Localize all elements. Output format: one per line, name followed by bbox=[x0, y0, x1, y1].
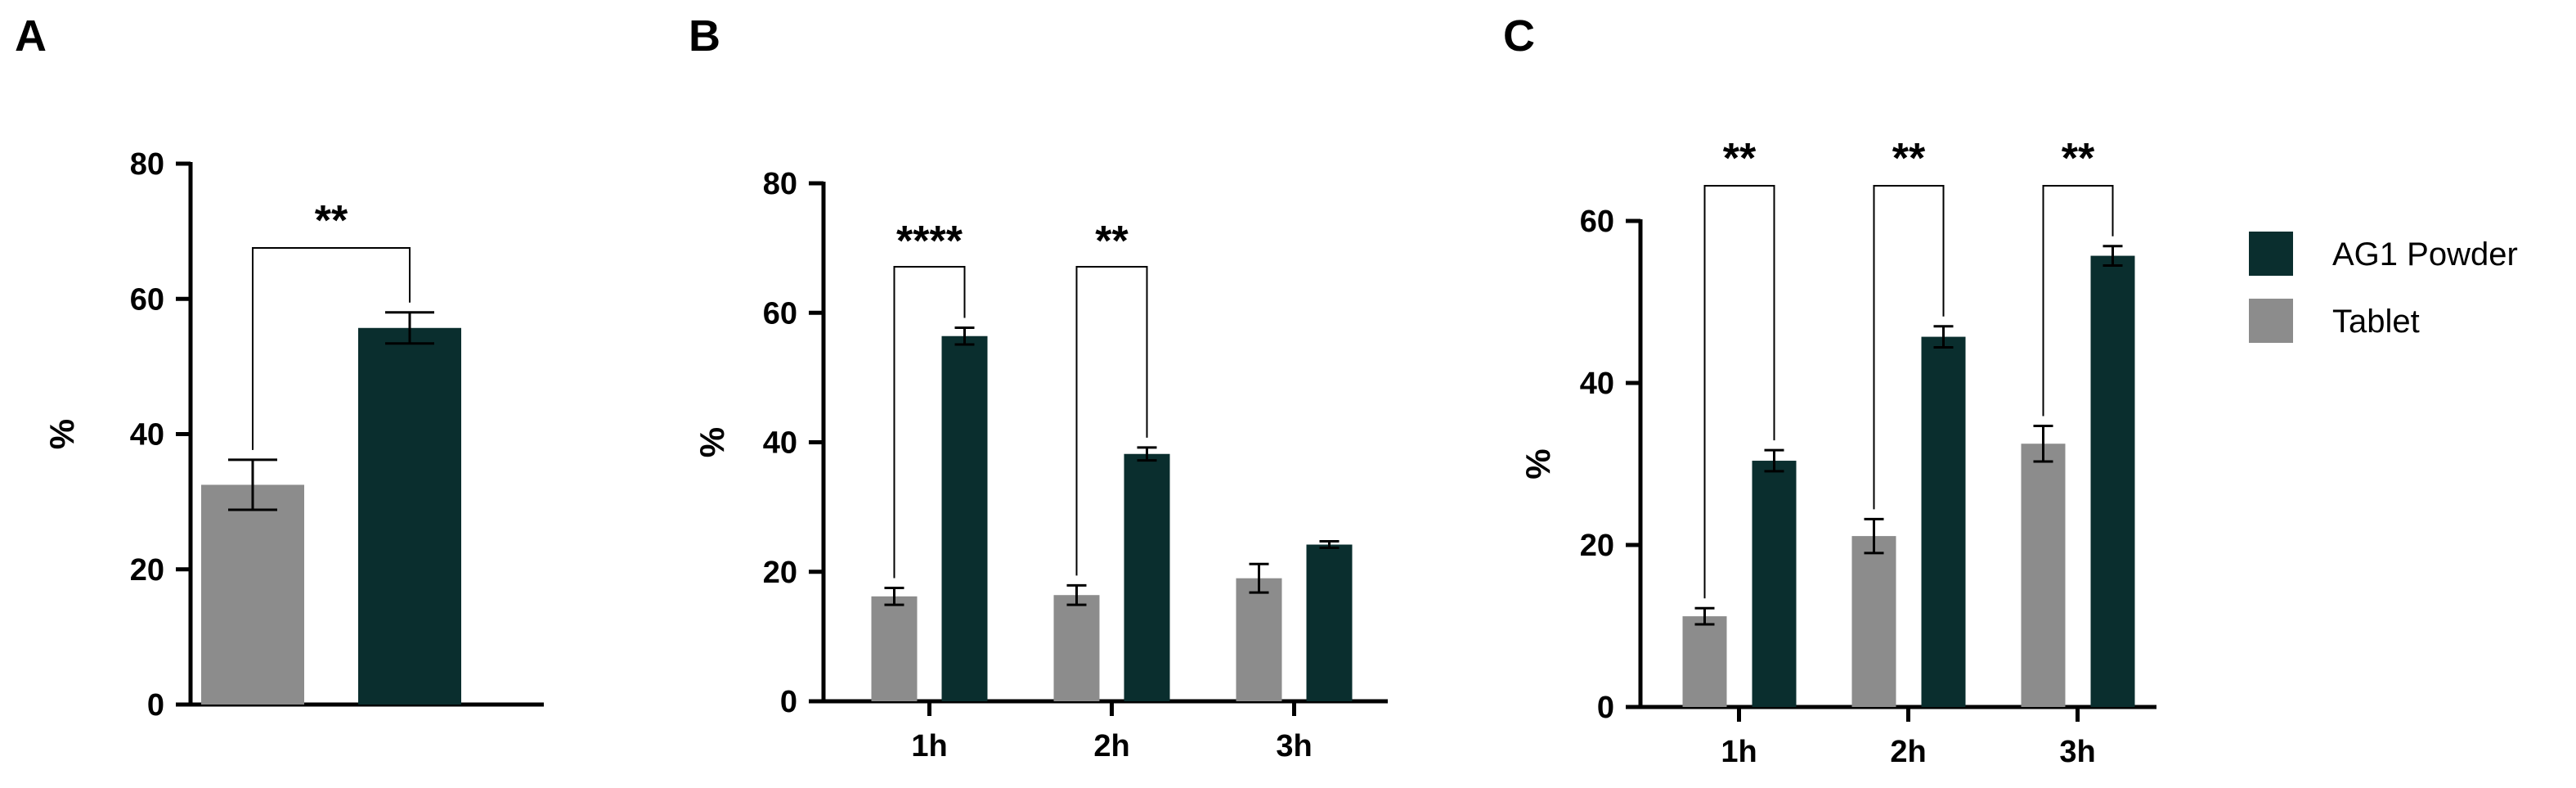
error-bar bbox=[2103, 245, 2123, 267]
legend-item-ag1-powder: AG1 Powder bbox=[2249, 232, 2518, 276]
y-tick-label: 60 bbox=[130, 282, 164, 317]
y-tick-label: 60 bbox=[1580, 205, 1614, 239]
error-bar bbox=[1694, 606, 1715, 626]
error-bar bbox=[884, 587, 904, 606]
legend-label: AG1 Powder bbox=[2332, 236, 2518, 272]
legend-swatch bbox=[2249, 299, 2293, 343]
error-bar bbox=[1864, 517, 1884, 555]
error-bar bbox=[1319, 540, 1340, 549]
y-tick-label: 0 bbox=[780, 685, 797, 719]
bar-tablet bbox=[1682, 616, 1727, 707]
error-bar bbox=[2033, 424, 2053, 463]
y-tick-label: 0 bbox=[1597, 691, 1614, 725]
y-tick-label: 20 bbox=[1580, 529, 1614, 563]
legend-item-tablet: Tablet bbox=[2249, 299, 2420, 343]
panel-letter: C bbox=[1503, 11, 1535, 61]
panel-letter: B bbox=[689, 11, 720, 61]
y-axis-label: % bbox=[43, 419, 81, 449]
significance-bracket bbox=[2042, 185, 2114, 417]
significance-bracket bbox=[1873, 185, 1945, 510]
y-tick-label: 20 bbox=[130, 553, 164, 588]
y-tick-label: 60 bbox=[763, 296, 797, 331]
y-tick-label: 40 bbox=[763, 426, 797, 461]
bar-ag1-powder bbox=[1921, 336, 1966, 707]
error-bar bbox=[385, 311, 434, 345]
legend: AG1 Powder Tablet bbox=[2249, 232, 2518, 343]
significance-label: **** bbox=[896, 218, 963, 265]
significance-bracket bbox=[1703, 185, 1775, 599]
error-bar bbox=[1249, 562, 1269, 594]
significance-bracket bbox=[893, 266, 966, 579]
error-bar bbox=[1137, 446, 1157, 462]
significance-bracket bbox=[252, 247, 411, 450]
panel-letter: A bbox=[15, 11, 47, 61]
bar-ag1-powder bbox=[1752, 461, 1797, 707]
y-tick-label: 80 bbox=[763, 167, 797, 201]
panel-a: A% 0 20 40 60 80 ** bbox=[15, 11, 544, 723]
error-bar bbox=[1066, 583, 1087, 606]
error-bar bbox=[1933, 325, 1954, 349]
bar-tablet bbox=[2021, 444, 2066, 707]
bar-tablet bbox=[871, 596, 918, 701]
error-bar bbox=[954, 326, 975, 346]
bar-tablet bbox=[1053, 595, 1100, 701]
legend-label: Tablet bbox=[2332, 304, 2420, 340]
x-tick-label: 2h bbox=[1093, 729, 1129, 763]
bar-ag1-powder bbox=[941, 335, 988, 701]
significance-label: ** bbox=[315, 197, 348, 245]
significance-label: ** bbox=[1892, 135, 1926, 182]
y-tick-label: 80 bbox=[130, 147, 164, 182]
x-tick-label: 2h bbox=[1890, 735, 1926, 769]
bar-ag1-powder bbox=[1124, 453, 1170, 701]
x-tick-label: 3h bbox=[1276, 729, 1312, 763]
bar-tablet bbox=[1236, 578, 1282, 701]
y-tick-label: 40 bbox=[1580, 367, 1614, 401]
significance-bracket bbox=[1075, 266, 1148, 576]
bar-ag1-powder bbox=[358, 327, 461, 705]
y-axis-label: % bbox=[1519, 448, 1557, 479]
bar-tablet bbox=[1851, 536, 1896, 707]
x-tick-label: 1h bbox=[911, 729, 947, 763]
legend-swatch bbox=[2249, 232, 2293, 276]
bar-tablet bbox=[201, 484, 304, 705]
bar-ag1-powder bbox=[1306, 544, 1353, 701]
error-bar bbox=[1764, 448, 1784, 473]
bar-ag1-powder bbox=[2090, 255, 2135, 707]
panel-c: C% 0 20 40 60 1h 2h 3h ** ** ** bbox=[1503, 11, 2156, 769]
y-tick-label: 40 bbox=[130, 418, 164, 453]
y-tick-label: 0 bbox=[147, 688, 164, 723]
significance-label: ** bbox=[2062, 135, 2095, 182]
y-tick-label: 20 bbox=[763, 556, 797, 590]
x-tick-label: 1h bbox=[1721, 735, 1757, 769]
y-axis-label: % bbox=[693, 427, 731, 457]
significance-label: ** bbox=[1095, 218, 1129, 265]
significance-label: ** bbox=[1723, 135, 1757, 182]
error-bar bbox=[228, 458, 277, 511]
x-tick-label: 3h bbox=[2059, 735, 2095, 769]
